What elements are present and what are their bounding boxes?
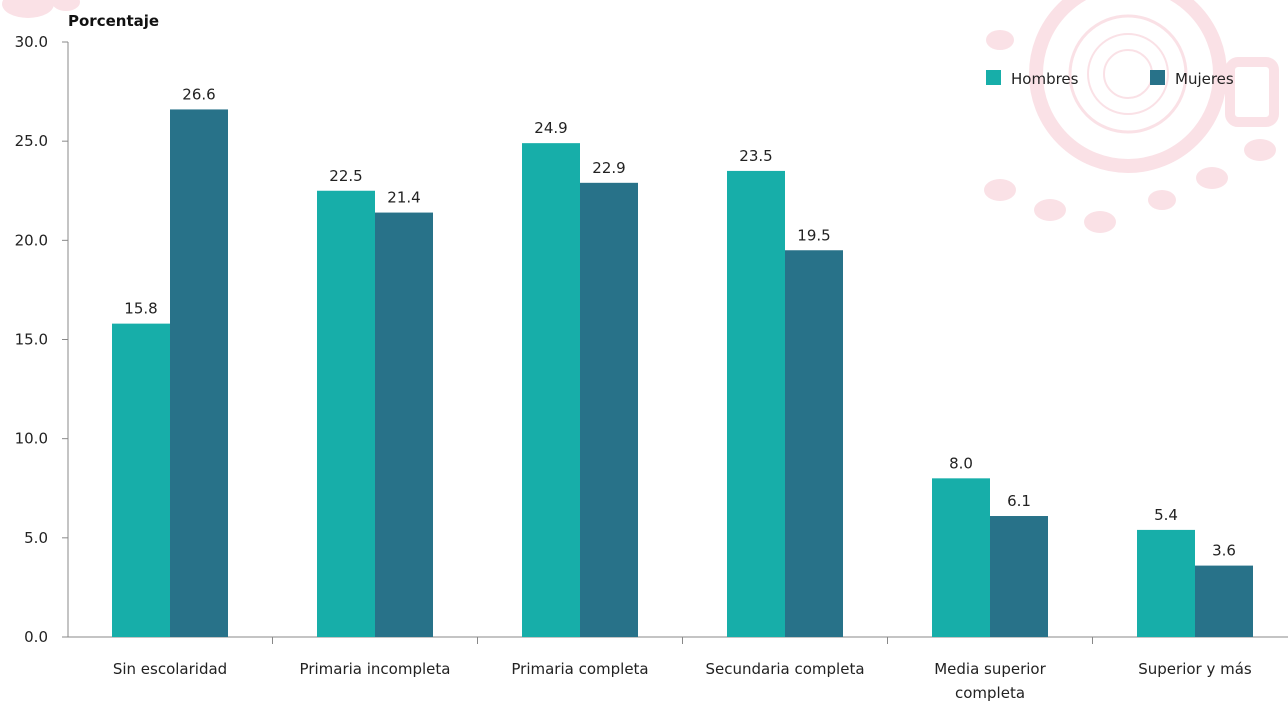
- x-tick-label: Media superior completa: [934, 660, 1046, 702]
- legend-swatch-mujeres: [1150, 70, 1165, 85]
- bar-hombres: [112, 323, 170, 637]
- legend-swatch-hombres: [986, 70, 1001, 85]
- axes: 0.0 5.0 10.0 15.0 20.0 25.0 30.0 Porcentaje: [15, 12, 1288, 646]
- decor-seed-5: [1196, 167, 1228, 189]
- y-tick-label: 15.0: [15, 331, 48, 349]
- decor-medallion-ring-3: [1087, 33, 1169, 115]
- bar-mujeres: [1195, 565, 1253, 637]
- legend: Hombres Mujeres: [986, 70, 1234, 88]
- y-tick-label: 30.0: [15, 33, 48, 51]
- bar-hombres: [1137, 529, 1195, 637]
- y-tick-label: 5.0: [24, 529, 48, 547]
- x-tick-label-line: Primaria completa: [511, 660, 648, 678]
- legend-label-mujeres: Mujeres: [1175, 70, 1234, 88]
- background-decoration: [2, 0, 1279, 233]
- legend-label-hombres: Hombres: [1011, 70, 1079, 88]
- data-label: 8.0: [949, 454, 973, 472]
- data-label: 19.5: [797, 226, 830, 244]
- data-label: 21.4: [387, 189, 420, 207]
- x-tick-label-line: Superior y más: [1138, 660, 1252, 678]
- x-tick-label-line: completa: [955, 684, 1025, 702]
- bar-hombres: [932, 478, 990, 637]
- bar-hombres: [727, 170, 785, 637]
- bar-mujeres: [375, 212, 433, 638]
- decor-seed-1: [984, 179, 1016, 201]
- x-tick-label-line: Sin escolaridad: [113, 660, 227, 678]
- labels: Sin escolaridad 15.8 26.6 Primaria incomple…: [113, 85, 1252, 702]
- x-tick-label: Superior y más: [1138, 660, 1252, 678]
- data-label: 6.1: [1007, 492, 1031, 510]
- decor-seed-7: [986, 30, 1014, 50]
- y-axis-title: Porcentaje: [68, 12, 159, 30]
- decor-seed-3: [1084, 211, 1116, 233]
- bar-hombres: [522, 143, 580, 637]
- bar-mujeres: [580, 182, 638, 638]
- decor-medallion-ring-1: [1029, 0, 1227, 173]
- data-label: 26.6: [182, 85, 215, 103]
- y-tick-label: 0.0: [24, 628, 48, 646]
- data-label: 5.4: [1154, 506, 1178, 524]
- bar-mujeres: [785, 250, 843, 637]
- y-tick-label: 20.0: [15, 231, 48, 249]
- y-tick-label: 10.0: [15, 430, 48, 448]
- data-label: 15.8: [124, 300, 157, 318]
- decor-medallion-ring-2: [1068, 14, 1188, 134]
- x-tick-label: Sin escolaridad: [113, 660, 227, 678]
- decor-medallion-ring-4: [1103, 49, 1153, 99]
- x-tick-label-line: Media superior: [934, 660, 1046, 678]
- bars: [112, 109, 1253, 638]
- x-tick-label: Primaria incompleta: [300, 660, 451, 678]
- bar-mujeres: [170, 109, 228, 637]
- decor-blob-left: [2, 0, 54, 18]
- decor-seed-2: [1034, 199, 1066, 221]
- data-label: 3.6: [1212, 542, 1236, 560]
- x-tick-label-line: Primaria incompleta: [300, 660, 451, 678]
- data-label: 23.5: [739, 147, 772, 165]
- decor-seed-6: [1244, 139, 1276, 161]
- x-tick-label: Secundaria completa: [705, 660, 864, 678]
- bar-hombres: [317, 190, 375, 637]
- data-label: 22.9: [592, 159, 625, 177]
- bar-mujeres: [990, 516, 1048, 637]
- decor-blob-left-2: [52, 0, 80, 11]
- decor-square: [1225, 57, 1279, 127]
- decor-seed-4: [1148, 190, 1176, 210]
- y-tick-label: 25.0: [15, 132, 48, 150]
- x-tick-label: Primaria completa: [511, 660, 648, 678]
- x-tick-label-line: Secundaria completa: [705, 660, 864, 678]
- data-label: 24.9: [534, 119, 567, 137]
- data-label: 22.5: [329, 167, 362, 185]
